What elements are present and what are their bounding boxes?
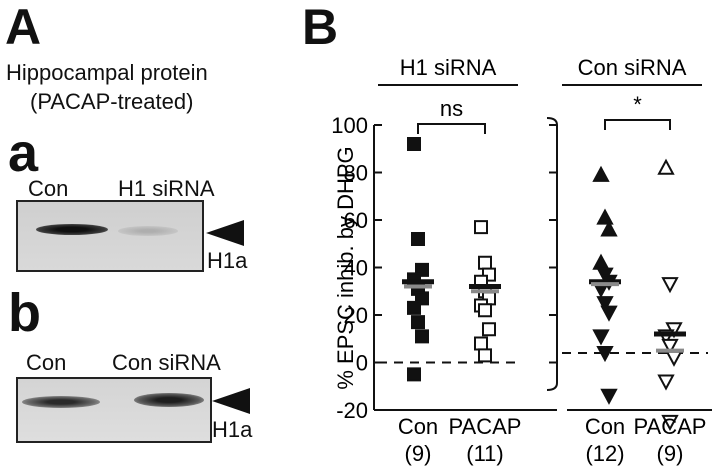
data-point xyxy=(592,329,610,346)
group-header: Con siRNA xyxy=(578,55,687,80)
blot-b-lane2-label: Con siRNA xyxy=(112,350,221,375)
panel-a-title-line1: Hippocampal protein xyxy=(6,60,208,85)
blot-b-image xyxy=(16,377,212,443)
blot-a-band-label: H1a xyxy=(207,248,248,273)
y-tick-label: 40 xyxy=(344,256,368,281)
data-point xyxy=(474,336,488,351)
data-point xyxy=(478,303,492,318)
group-header: H1 siRNA xyxy=(400,55,497,80)
right-axis-hook-bottom xyxy=(546,382,558,391)
data-point xyxy=(600,388,618,405)
y-tick-label: 80 xyxy=(344,161,368,186)
significance-bracket xyxy=(604,119,671,130)
significance-bracket xyxy=(417,123,486,134)
blot-a-arrowhead-icon xyxy=(206,220,244,246)
y-tick-label: 0 xyxy=(356,351,368,376)
data-point xyxy=(415,329,429,344)
data-point xyxy=(661,338,679,355)
y-tick-label: 60 xyxy=(344,208,368,233)
data-point xyxy=(478,255,492,270)
n-label: (9) xyxy=(405,441,432,466)
data-point xyxy=(592,165,610,182)
data-point xyxy=(596,346,614,363)
blot-b-lane1-label: Con xyxy=(26,350,67,375)
data-point xyxy=(411,315,425,330)
y-axis-label: % EPSC inhib. by DHPG xyxy=(333,146,358,389)
data-point xyxy=(657,158,675,175)
significance-label: ns xyxy=(440,96,463,121)
data-point xyxy=(657,374,675,391)
blot-a-lane2-label: H1 siRNA xyxy=(118,176,215,201)
data-point xyxy=(407,300,421,315)
data-point xyxy=(661,414,679,431)
significance-label: * xyxy=(633,92,642,117)
data-point xyxy=(600,305,618,322)
n-label: (11) xyxy=(466,441,504,466)
data-point xyxy=(592,253,610,270)
panel-a-title-line2: (PACAP-treated) xyxy=(30,89,194,114)
blot-a-faint-band xyxy=(118,226,178,236)
panel-a-letter: A xyxy=(5,0,42,55)
n-label: (12) xyxy=(585,441,624,466)
blot-a-band xyxy=(36,224,108,235)
right-axis-hook xyxy=(546,117,558,126)
data-point xyxy=(600,220,618,237)
y-tick-label: -20 xyxy=(336,398,368,423)
panel-b-letter: B xyxy=(302,0,339,55)
blot-b-band-1 xyxy=(22,396,100,408)
blot-b-letter: b xyxy=(8,283,41,343)
x-category-label: Con xyxy=(398,414,438,439)
data-point xyxy=(478,348,492,363)
blot-b-band-2 xyxy=(134,393,204,407)
data-point xyxy=(661,277,679,294)
data-point xyxy=(482,322,496,337)
blot-a-letter: a xyxy=(8,123,39,183)
x-category-label: PACAP xyxy=(634,414,707,439)
y-tick-label: 100 xyxy=(331,113,368,138)
data-point xyxy=(407,137,421,151)
blot-b-band-label: H1a xyxy=(212,417,253,442)
n-label: (9) xyxy=(657,441,684,466)
data-point xyxy=(665,350,683,367)
data-point xyxy=(411,232,425,246)
data-point xyxy=(596,296,614,313)
blot-a-image xyxy=(16,200,204,272)
blot-a-lane1-label: Con xyxy=(28,176,69,201)
y-tick-label: 20 xyxy=(344,303,368,328)
data-point xyxy=(474,220,488,235)
x-category-label: Con xyxy=(585,414,625,439)
data-point xyxy=(596,208,614,225)
x-category-label: PACAP xyxy=(449,414,522,439)
blot-b-arrowhead-icon xyxy=(212,388,250,414)
data-point xyxy=(407,367,421,382)
